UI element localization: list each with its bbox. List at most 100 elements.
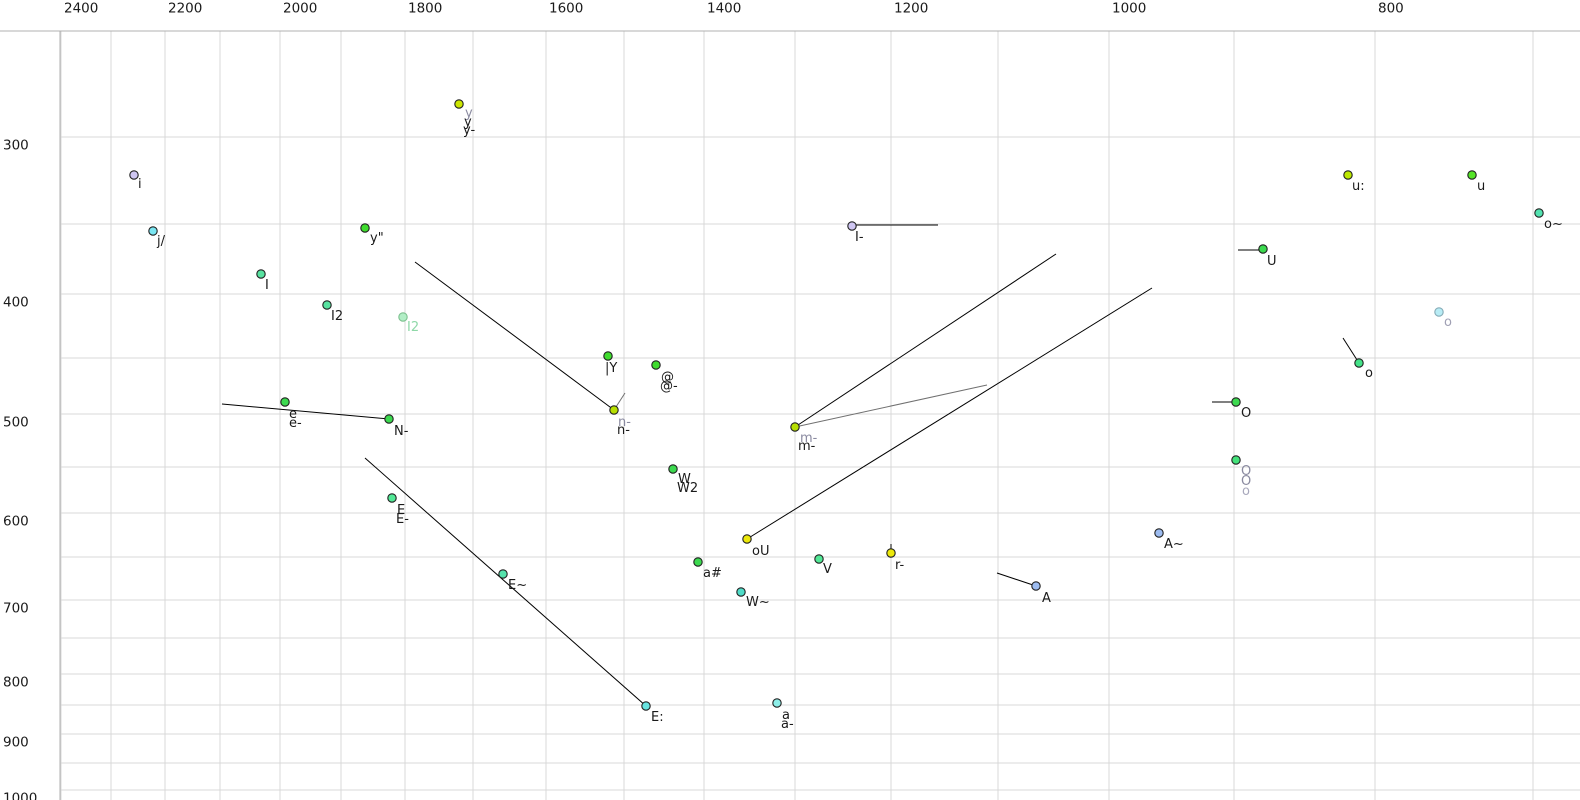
x-tick-label: 1000 bbox=[1112, 1, 1146, 17]
point-label: @ bbox=[661, 370, 674, 385]
point-label: U bbox=[1267, 254, 1277, 269]
data-point-oU bbox=[742, 534, 752, 544]
data-point-O-2 bbox=[1231, 455, 1241, 465]
data-point-O bbox=[1231, 397, 1241, 407]
point-label: y- bbox=[463, 123, 475, 138]
x-tick-label: 2200 bbox=[168, 1, 202, 17]
connector-line bbox=[221, 403, 390, 420]
data-point-W~ bbox=[736, 587, 746, 597]
point-label: e- bbox=[289, 416, 302, 431]
data-point-u: bbox=[1343, 170, 1353, 180]
point-label: o bbox=[1444, 315, 1452, 330]
y-tick-label: 600 bbox=[3, 514, 29, 530]
data-point-A~ bbox=[1154, 528, 1164, 538]
point-label: I2 bbox=[407, 320, 419, 335]
point-label: N- bbox=[394, 424, 409, 439]
data-point-u bbox=[1467, 170, 1477, 180]
point-label: E bbox=[397, 503, 405, 518]
point-label: O bbox=[1241, 406, 1251, 421]
y-tick-label: 700 bbox=[3, 601, 29, 617]
x-tick-label: 1200 bbox=[894, 1, 928, 17]
data-point-N- bbox=[384, 414, 394, 424]
point-label: O bbox=[1241, 464, 1251, 479]
point-label: y bbox=[464, 115, 472, 130]
connector-line bbox=[414, 261, 615, 411]
point-label: e bbox=[289, 407, 297, 422]
data-point-I2-light bbox=[398, 312, 408, 322]
data-point-r- bbox=[886, 548, 896, 558]
point-label: A bbox=[1042, 591, 1051, 606]
data-point-I- bbox=[847, 221, 857, 231]
point-label: W~ bbox=[746, 595, 770, 610]
point-label: a bbox=[782, 708, 790, 723]
point-label: r- bbox=[895, 558, 905, 573]
y-tick-label: 1000 bbox=[3, 791, 37, 800]
connector-line bbox=[746, 287, 1153, 540]
data-point-n- bbox=[609, 405, 619, 415]
x-tick-label: 1400 bbox=[707, 1, 741, 17]
point-label: n- bbox=[618, 415, 631, 430]
y-tick-label: 800 bbox=[3, 675, 29, 691]
point-label: E- bbox=[396, 512, 409, 527]
point-label: o bbox=[1365, 366, 1373, 381]
y-tick-label: 300 bbox=[3, 138, 29, 154]
point-label: m- bbox=[798, 439, 816, 454]
y-tick-label: 400 bbox=[3, 295, 29, 311]
point-label: I- bbox=[855, 230, 864, 245]
data-point-y" bbox=[360, 223, 370, 233]
data-point-E~ bbox=[498, 569, 508, 579]
data-point-U bbox=[1258, 244, 1268, 254]
data-point-o bbox=[1354, 358, 1364, 368]
point-label: W bbox=[678, 472, 691, 487]
connector-line bbox=[794, 384, 988, 428]
data-point-o-light bbox=[1434, 307, 1444, 317]
data-point-m- bbox=[790, 422, 800, 432]
data-point-I2 bbox=[322, 300, 332, 310]
data-point-|Y bbox=[603, 351, 613, 361]
point-label: A~ bbox=[1164, 537, 1184, 552]
y-tick-label: 900 bbox=[3, 735, 29, 751]
data-point-E bbox=[387, 493, 397, 503]
data-point-a bbox=[772, 698, 782, 708]
data-point-I bbox=[256, 269, 266, 279]
point-label: I2 bbox=[331, 309, 343, 324]
point-label: oU bbox=[752, 544, 769, 559]
point-label: i bbox=[138, 177, 142, 192]
data-point-e bbox=[280, 397, 290, 407]
point-label: y" bbox=[370, 231, 384, 246]
data-point-j/ bbox=[148, 226, 158, 236]
data-point-@ bbox=[651, 360, 661, 370]
point-label: a# bbox=[703, 566, 722, 581]
x-tick-label: 800 bbox=[1378, 1, 1404, 17]
connector-line bbox=[1342, 337, 1360, 364]
connector-line bbox=[996, 572, 1037, 587]
point-label: V bbox=[823, 562, 832, 577]
point-label: a- bbox=[781, 717, 794, 732]
data-point-E: bbox=[641, 701, 651, 711]
y-tick-label: 500 bbox=[3, 415, 29, 431]
data-point-i bbox=[129, 170, 139, 180]
data-point-V bbox=[814, 554, 824, 564]
point-label: u: bbox=[1352, 179, 1365, 194]
data-point-A bbox=[1031, 581, 1041, 591]
point-label: u bbox=[1477, 179, 1485, 194]
data-point-o~ bbox=[1534, 208, 1544, 218]
x-tick-label: 2400 bbox=[64, 1, 98, 17]
point-label: O bbox=[1241, 474, 1251, 489]
connector-line bbox=[794, 253, 1057, 428]
x-tick-label: 2000 bbox=[283, 1, 317, 17]
point-label: I bbox=[265, 278, 269, 293]
point-label: m- bbox=[800, 431, 818, 446]
point-label: E: bbox=[651, 710, 664, 725]
point-label: W2 bbox=[677, 481, 698, 496]
point-label: o bbox=[1242, 484, 1250, 499]
data-point-y bbox=[454, 99, 464, 109]
connector-line bbox=[364, 457, 647, 707]
point-label: |Y bbox=[605, 361, 617, 376]
point-label: @- bbox=[660, 379, 678, 394]
point-label: y bbox=[465, 106, 473, 121]
x-tick-label: 1800 bbox=[408, 1, 442, 17]
data-point-a# bbox=[693, 557, 703, 567]
